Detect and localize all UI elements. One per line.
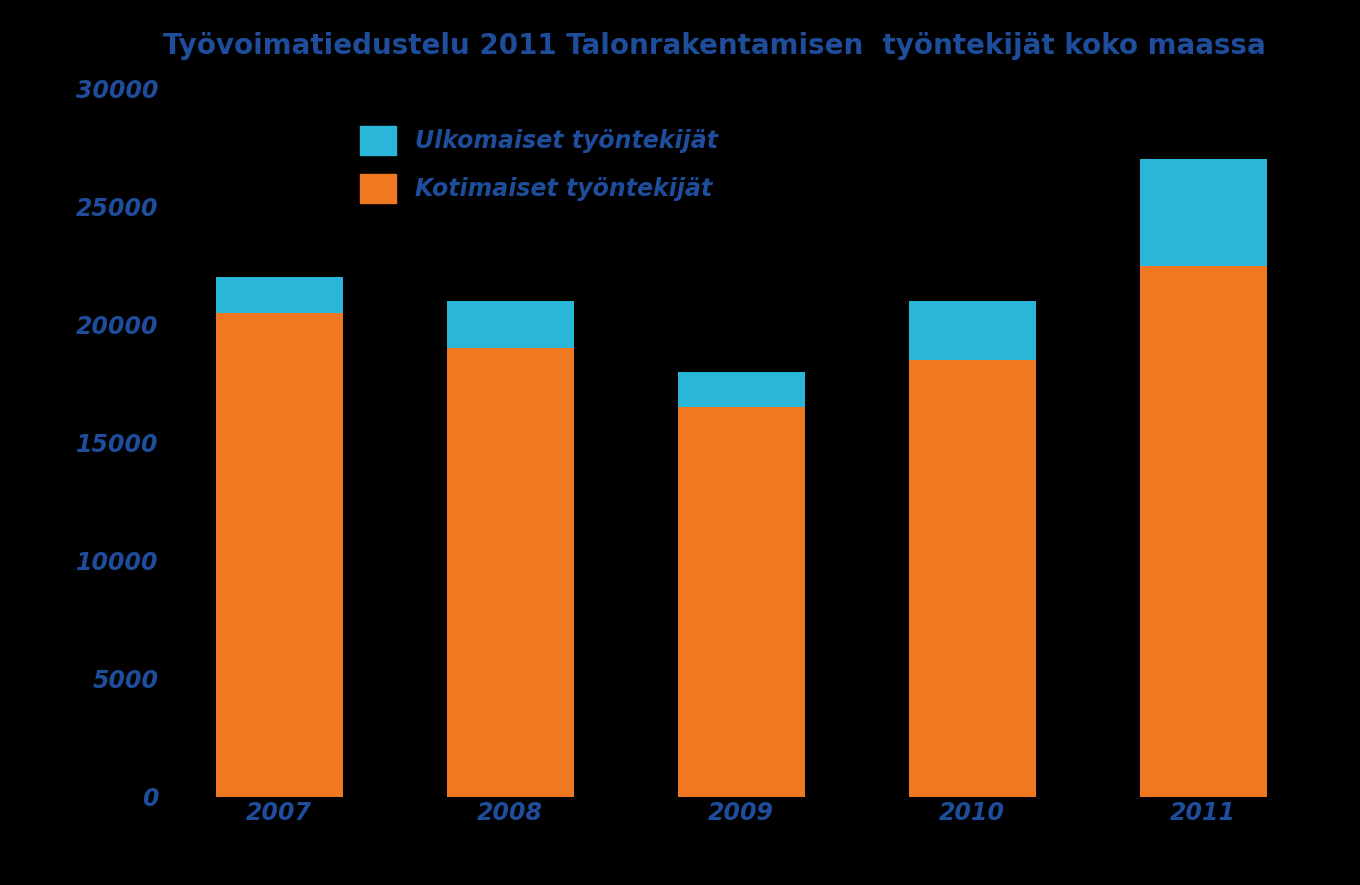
Bar: [216, 312, 343, 796]
Bar: [908, 360, 1036, 796]
Bar: [677, 372, 805, 407]
Bar: [1140, 159, 1266, 266]
Bar: [1140, 266, 1266, 797]
Bar: [446, 348, 574, 796]
Bar: [677, 407, 805, 796]
Bar: [446, 301, 574, 348]
Bar: [908, 301, 1036, 360]
Legend: Ulkomaiset työntekijät, Kotimaiset työntekijät: Ulkomaiset työntekijät, Kotimaiset työnt…: [348, 114, 729, 214]
Bar: [216, 277, 343, 312]
Text: Työvoimatiedustelu 2011 Talonrakentamisen  työntekijät koko maassa: Työvoimatiedustelu 2011 Talonrakentamise…: [163, 32, 1266, 60]
